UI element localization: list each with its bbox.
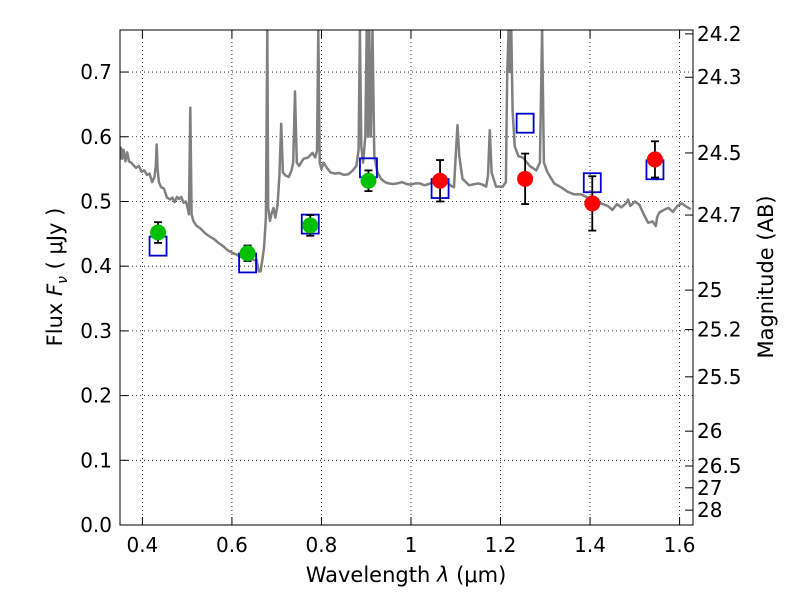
optical-photometry-point — [360, 172, 377, 189]
x-tick-label: 0.4 — [126, 533, 158, 557]
y-tick-label: 0.6 — [80, 125, 112, 149]
near-ir-photometry-point — [517, 170, 534, 187]
x-tick-label: 0.8 — [306, 533, 338, 557]
x-tick-label: 1 — [405, 533, 418, 557]
y-tick-label: 0.5 — [80, 189, 112, 213]
magnitude-tick-label: 25 — [697, 278, 722, 302]
near-ir-photometry-point — [584, 195, 601, 212]
y-tick-label: 0.7 — [80, 60, 112, 84]
right-axis-title: Magnitude (AB) — [754, 195, 778, 358]
x-tick-label: 1.6 — [664, 533, 696, 557]
magnitude-tick-label: 25.2 — [697, 318, 742, 342]
y-axis-title: Flux Fν ( μJy ) — [43, 208, 71, 347]
photometry-markers — [148, 112, 665, 274]
axis-ticks: 0.4 0.6 0.8 1 1.2 1.4 1.6 0.0 0.1 0.2 0.3 0.4 0.5 0.6… — [80, 22, 741, 557]
magnitude-tick-label: 26 — [697, 419, 722, 443]
optical-photometry-point — [302, 217, 319, 234]
near-ir-photometry-point — [646, 151, 663, 168]
magnitude-tick-label: 24.2 — [697, 22, 742, 46]
magnitude-tick-label: 24.5 — [697, 141, 742, 165]
y-tick-label: 0.3 — [80, 319, 112, 343]
x-axis-title: Wavelength λ (μm) — [306, 563, 507, 587]
grid — [120, 30, 693, 526]
plot-frame — [119, 29, 694, 526]
y-tick-label: 0.2 — [80, 384, 112, 408]
model-spectrum-line — [120, 30, 692, 273]
magnitude-tick-label: 25.5 — [697, 365, 742, 389]
y-tick-label: 0.0 — [80, 513, 112, 537]
optical-photometry-point — [239, 245, 256, 262]
y-tick-label: 0.4 — [80, 254, 112, 278]
model-photometry-square — [515, 112, 535, 134]
magnitude-tick-label: 27 — [697, 476, 722, 500]
optical-photometry-point — [150, 224, 167, 241]
magnitude-tick-label: 26.5 — [697, 454, 742, 478]
x-tick-label: 1.2 — [485, 533, 517, 557]
near-ir-photometry-point — [432, 172, 449, 189]
magnitude-tick-label: 24.3 — [697, 65, 742, 89]
y-tick-label: 0.1 — [80, 448, 112, 472]
magnitude-tick-label: 24.7 — [697, 203, 742, 227]
magnitude-tick-label: 28 — [697, 498, 722, 522]
x-tick-label: 0.6 — [216, 533, 248, 557]
x-tick-label: 1.4 — [574, 533, 606, 557]
